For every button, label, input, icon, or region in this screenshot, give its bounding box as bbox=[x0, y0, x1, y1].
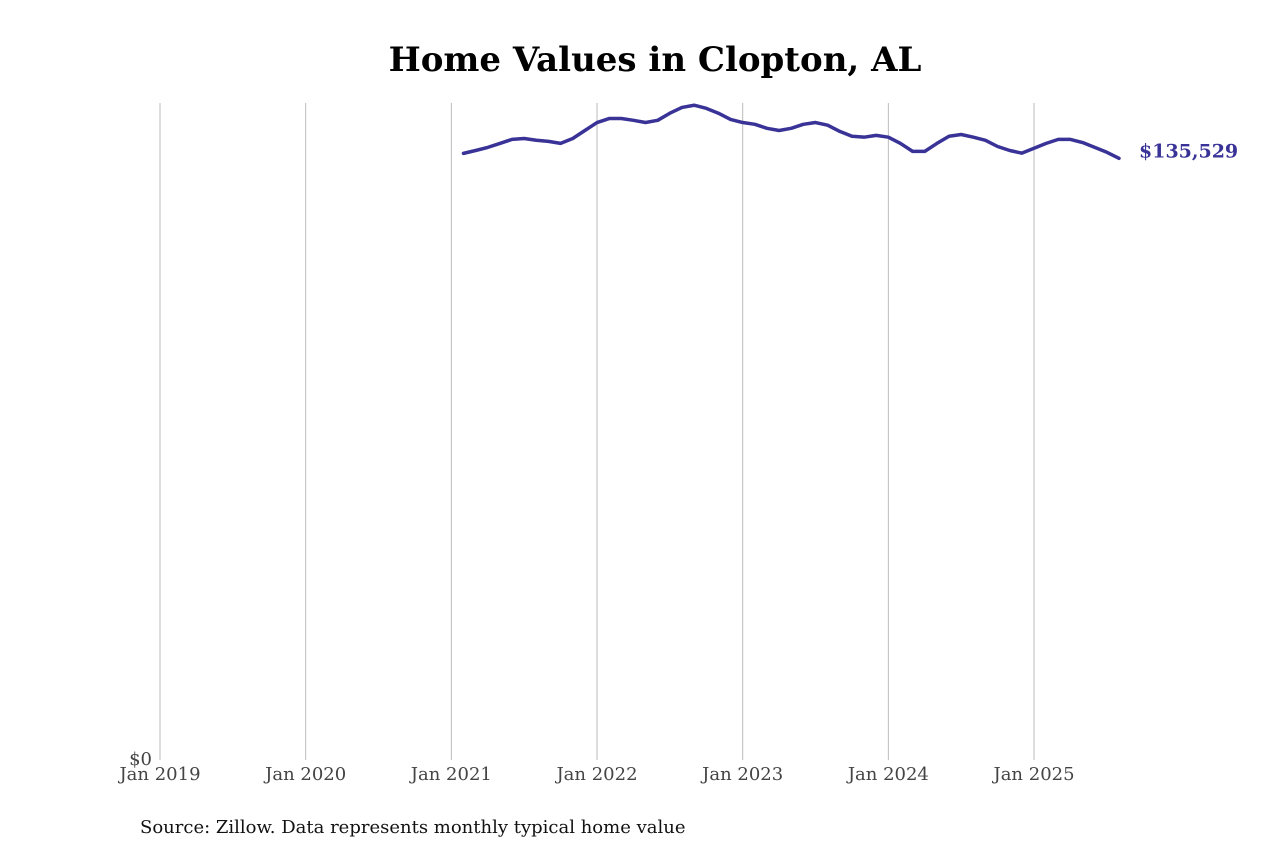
x-tick-label: Jan 2024 bbox=[846, 764, 929, 785]
x-tick-label: Jan 2020 bbox=[263, 764, 346, 785]
chart-title: Home Values in Clopton, AL bbox=[389, 40, 922, 80]
x-tick-label: Jan 2022 bbox=[554, 764, 637, 785]
line-series bbox=[461, 103, 1121, 161]
source-note: Source: Zillow. Data represents monthly … bbox=[140, 817, 686, 838]
x-tick-label: Jan 2025 bbox=[991, 764, 1074, 785]
x-tick-label: Jan 2019 bbox=[117, 764, 200, 785]
x-tick-label: Jan 2021 bbox=[409, 764, 492, 785]
x-tick-label: Jan 2023 bbox=[700, 764, 783, 785]
value-label: $135,529 bbox=[1139, 140, 1238, 162]
y-tick-label: $0 bbox=[129, 749, 152, 770]
